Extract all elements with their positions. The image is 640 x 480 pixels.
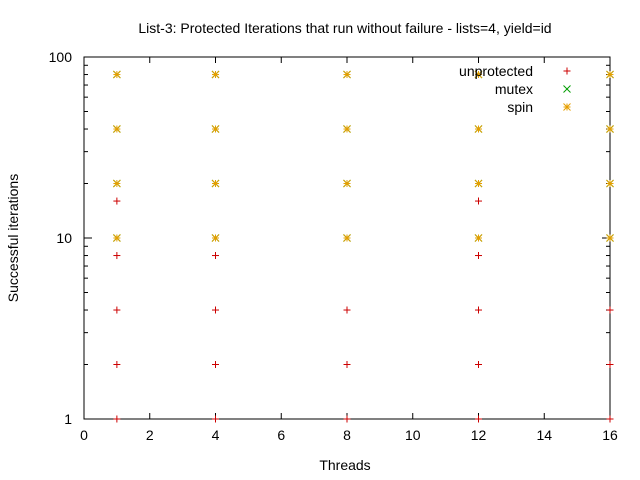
unprotected-point xyxy=(113,197,121,205)
unprotected-point xyxy=(475,252,482,260)
axis-ticks: 0 2 4 6 8 10 12 14 16 1 10 100 xyxy=(49,49,618,443)
unprotected-point xyxy=(113,361,121,369)
y-tick-label: 10 xyxy=(56,230,72,246)
unprotected-point xyxy=(606,361,614,369)
spin-point xyxy=(606,70,614,79)
spin-point xyxy=(606,125,614,133)
unprotected-point xyxy=(343,361,351,369)
unprotected-point xyxy=(212,415,219,423)
spin-point xyxy=(113,125,121,133)
x-axis-label: Threads xyxy=(319,457,370,473)
legend-marker-mutex xyxy=(563,85,571,93)
x-tick-label: 10 xyxy=(405,427,421,443)
y-tick-label: 100 xyxy=(49,49,73,65)
unprotected-point xyxy=(475,361,482,369)
spin-point xyxy=(113,70,121,79)
y-axis-label: Successful iterations xyxy=(5,174,21,302)
unprotected-point xyxy=(475,197,482,205)
unprotected-point xyxy=(113,306,121,314)
spin-point xyxy=(606,234,614,242)
spin-point xyxy=(474,234,483,242)
spin-point xyxy=(113,179,121,188)
legend: unprotected mutex spin xyxy=(459,63,571,115)
spin-point xyxy=(211,179,220,188)
unprotected-point xyxy=(212,361,219,369)
spin-point xyxy=(343,179,351,188)
unprotected-point xyxy=(475,415,482,423)
spin-point xyxy=(343,70,351,79)
spin-point xyxy=(343,234,351,242)
spin-point xyxy=(474,179,483,188)
legend-marker-unprotected xyxy=(563,67,571,75)
spin-point xyxy=(211,234,220,242)
spin-point xyxy=(211,70,220,79)
legend-label: unprotected xyxy=(459,63,533,79)
x-tick-label: 0 xyxy=(80,427,88,443)
spin-point xyxy=(474,125,483,133)
unprotected-point xyxy=(475,306,482,314)
x-tick-label: 16 xyxy=(602,427,618,443)
spin-point xyxy=(113,234,121,242)
spin-point xyxy=(343,125,351,133)
spin-point xyxy=(606,179,614,188)
unprotected-point xyxy=(343,306,351,314)
x-tick-label: 14 xyxy=(536,427,552,443)
unprotected-point xyxy=(113,252,121,260)
unprotected-point xyxy=(212,252,219,260)
spin-point xyxy=(211,125,220,133)
spin-point xyxy=(474,70,483,79)
unprotected-point xyxy=(606,415,614,423)
y-tick-label: 1 xyxy=(64,411,72,427)
unprotected-point xyxy=(606,306,614,314)
unprotected-point xyxy=(113,415,121,423)
unprotected-point xyxy=(212,306,219,314)
legend-marker-spin xyxy=(563,103,571,111)
unprotected-point xyxy=(343,415,351,423)
legend-label: spin xyxy=(507,99,533,115)
chart-title: List-3: Protected Iterations that run wi… xyxy=(138,20,551,36)
data-points xyxy=(113,70,614,423)
x-tick-label: 8 xyxy=(343,427,351,443)
x-tick-label: 2 xyxy=(146,427,154,443)
x-tick-label: 12 xyxy=(471,427,487,443)
x-tick-label: 6 xyxy=(277,427,285,443)
x-tick-label: 4 xyxy=(212,427,220,443)
legend-label: mutex xyxy=(495,81,533,97)
